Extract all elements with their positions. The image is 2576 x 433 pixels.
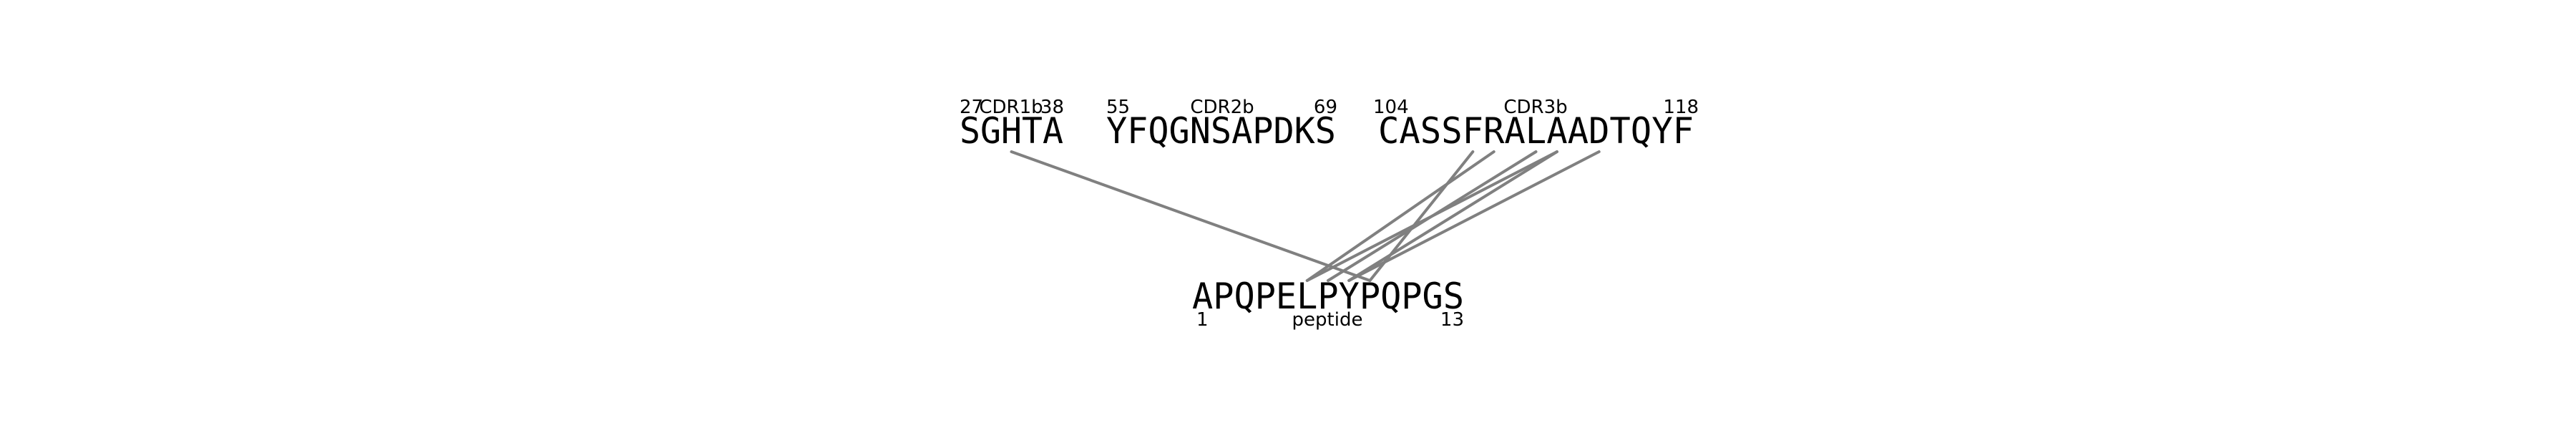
contact-line — [1305, 150, 1558, 282]
contact-line — [1347, 150, 1558, 282]
cdr2b-end-index: 69 — [1314, 97, 1337, 118]
cdr3b-label: CDR3b — [1503, 97, 1567, 118]
contact-line — [1368, 150, 1475, 282]
cdr2b-segment: 55 CDR2b 69 YFQGNSAPDKS — [1106, 97, 1337, 152]
peptide-start-index: 1 — [1196, 309, 1209, 331]
cdr3b-start-index: 104 — [1373, 97, 1409, 118]
contact-line — [1010, 150, 1372, 282]
cdr3b-segment: 104 CDR3b 118 CASSFRALAADTQYF — [1373, 97, 1699, 152]
contact-line — [1305, 150, 1496, 282]
peptide-segment: APQPELPYPQPGS 1 peptide 13 — [1192, 276, 1464, 331]
cdr1b-segment: 27 CDR1b 38 SGHTA — [960, 97, 1064, 152]
cdr1b-label: CDR1b — [979, 97, 1043, 118]
peptide-sequence: APQPELPYPQPGS — [1192, 276, 1464, 317]
cdr3b-end-index: 118 — [1663, 97, 1699, 118]
contact-line — [1347, 150, 1601, 282]
cdr2b-start-index: 55 — [1106, 97, 1130, 118]
cdr1b-start-index: 27 — [960, 97, 983, 118]
peptide-label: peptide — [1292, 309, 1363, 331]
contact-lines — [1010, 150, 1601, 282]
cdr2b-label: CDR2b — [1190, 97, 1254, 118]
cdr1b-sequence: SGHTA — [960, 110, 1063, 152]
cdr1b-end-index: 38 — [1040, 97, 1064, 118]
cdr3b-sequence: CASSFRALAADTQYF — [1378, 110, 1694, 152]
peptide-end-index: 13 — [1440, 309, 1464, 331]
cdr2b-sequence: YFQGNSAPDKS — [1106, 110, 1336, 152]
